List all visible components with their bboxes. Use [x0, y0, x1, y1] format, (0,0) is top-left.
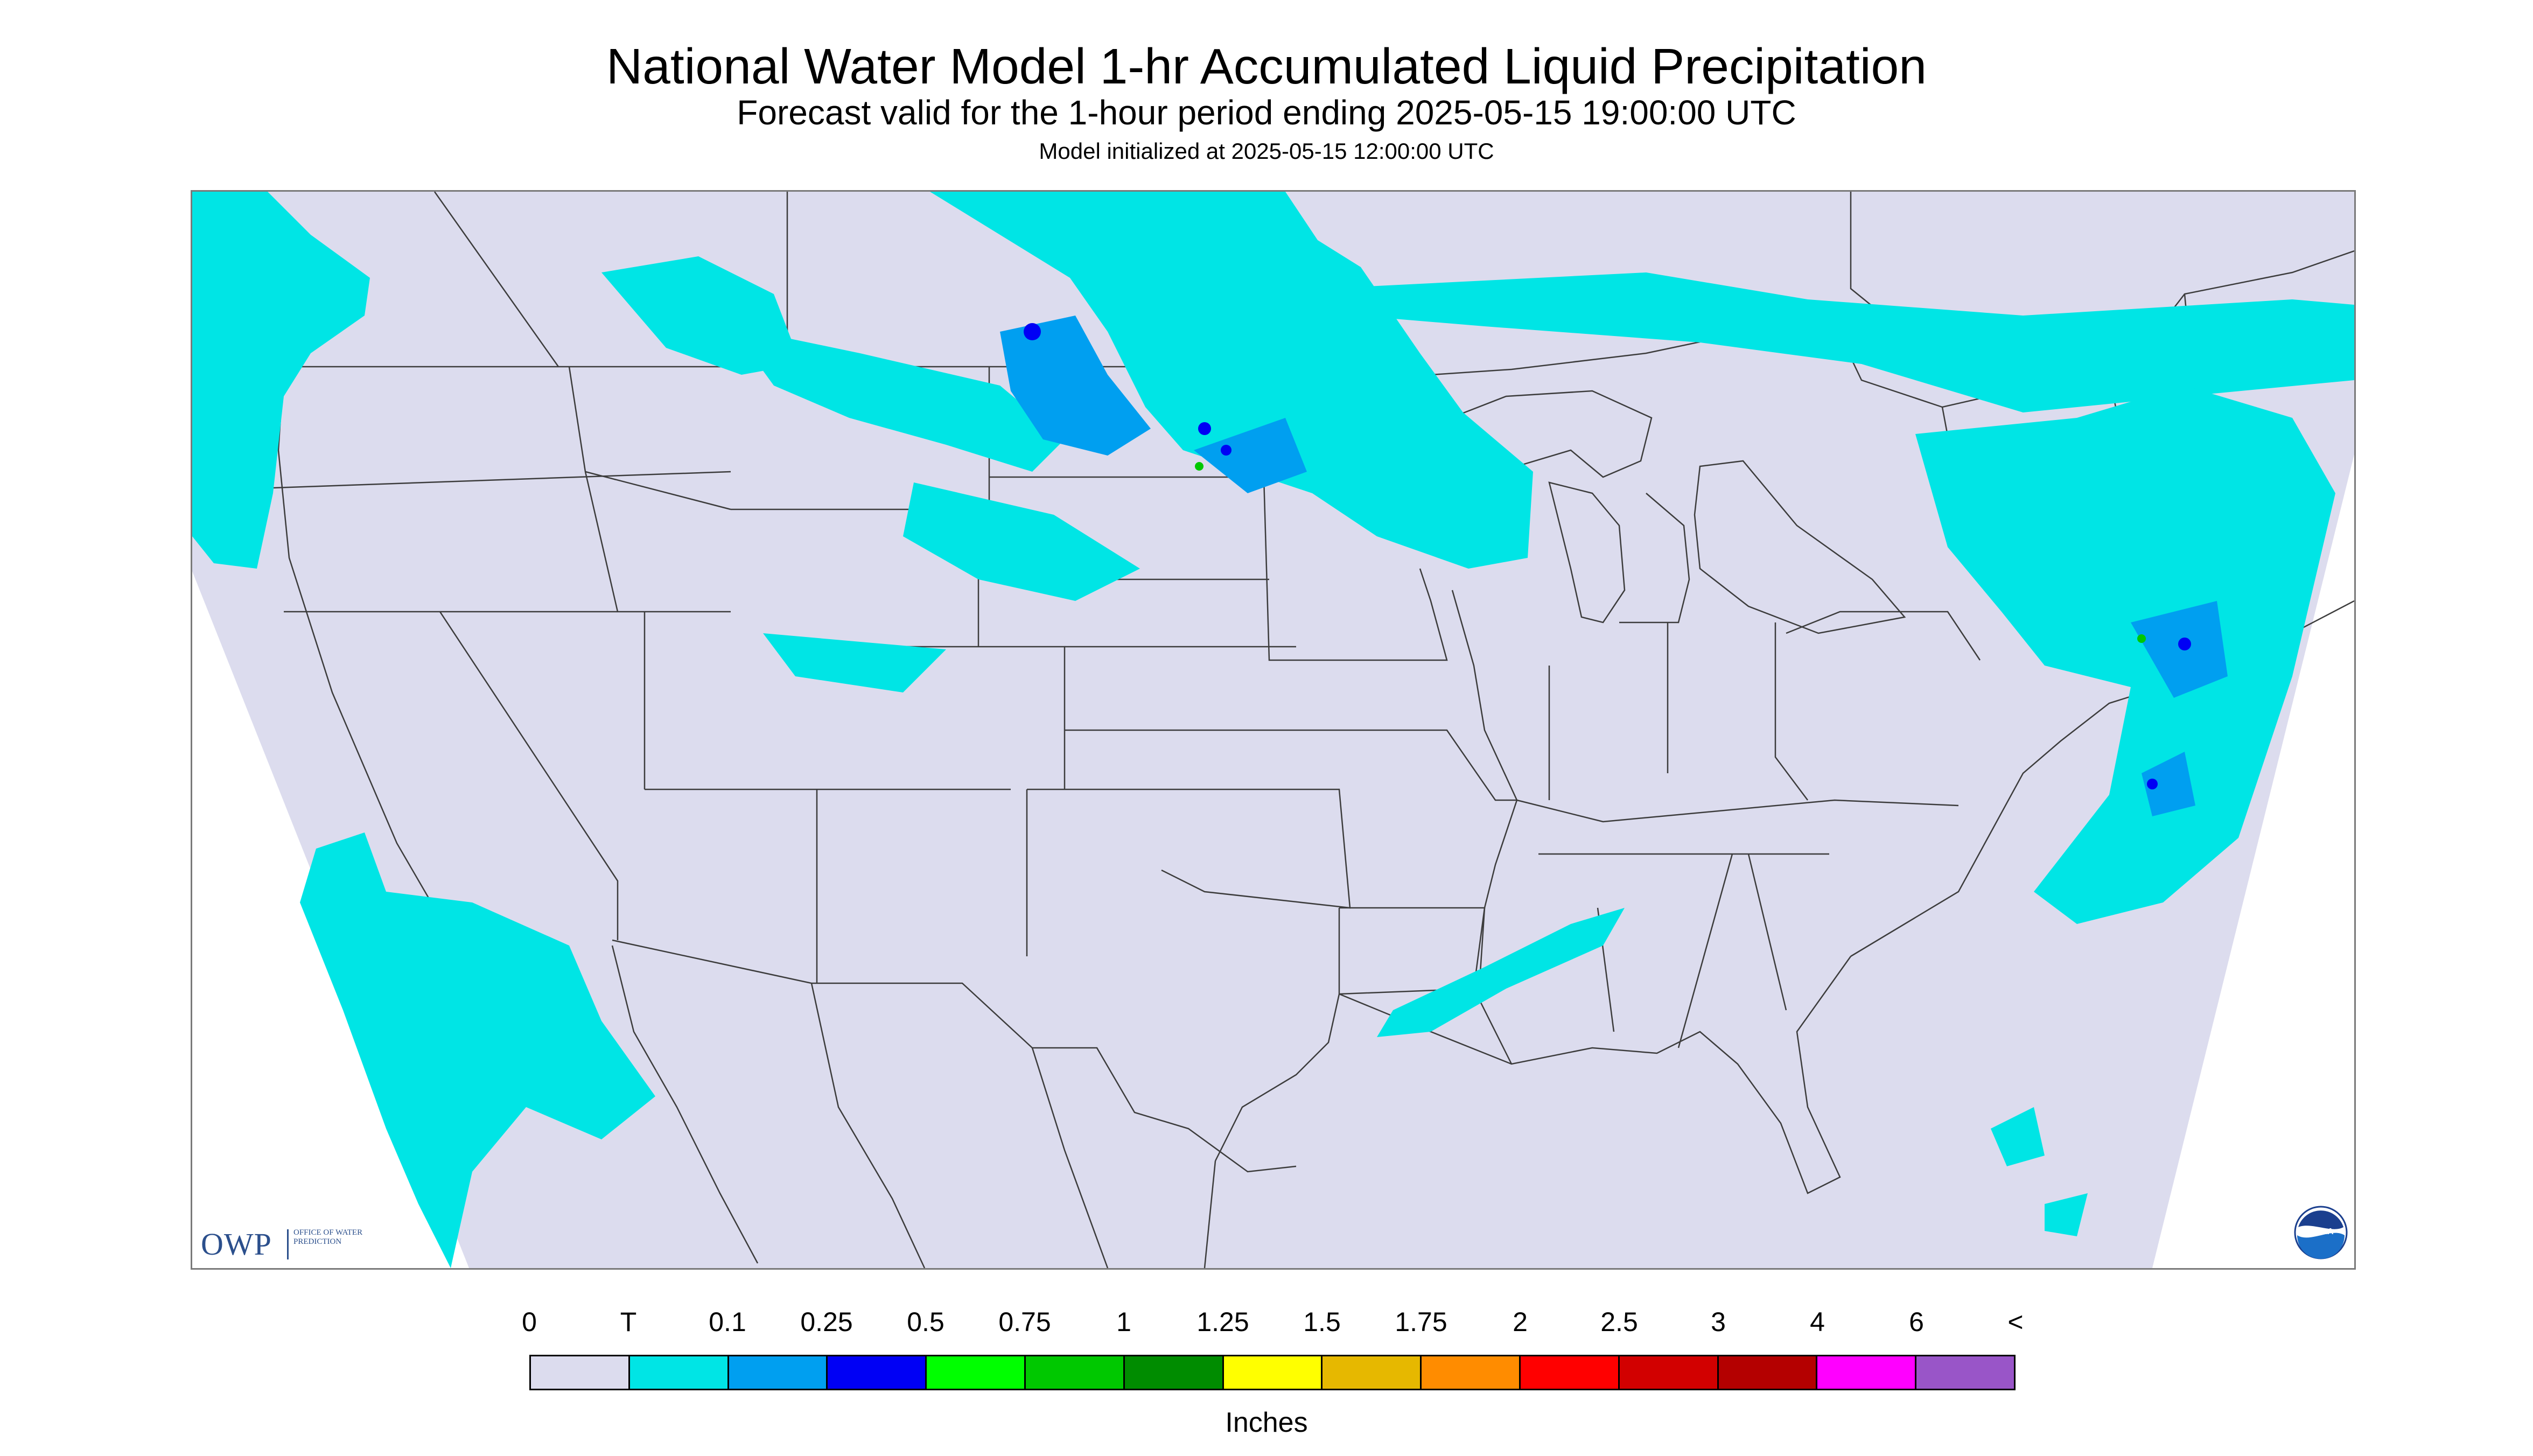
legend-tick-label: 1.25	[1196, 1307, 1249, 1337]
precipitation-legend: 0 T 0.1 0.25 0.5 0.75 1 1.25 1.5 1.75 2 2.5 3 4 6 < Inc…	[0, 1292, 2533, 1454]
legend-swatch	[1916, 1356, 2014, 1389]
minnesota-core	[1194, 418, 1307, 493]
peak-spot-mn	[1195, 462, 1203, 471]
legend-swatch	[629, 1356, 729, 1389]
oregon-line	[272, 471, 731, 489]
owp-logo-subtext: OFFICE OF WATER PREDICTION	[293, 1228, 363, 1246]
legend-swatch	[927, 1356, 1026, 1389]
minnesota-iowa	[1263, 477, 1448, 661]
legend-unit-label: Inches	[1225, 1407, 1308, 1438]
legend-tick-label: 0	[522, 1307, 537, 1337]
michigan-mitten	[1619, 493, 1690, 624]
model-init-line: Model initialized at 2025-05-15 12:00:00…	[1039, 138, 1494, 164]
legend-tick-label: T	[620, 1307, 637, 1337]
legend-tick-label: 1.5	[1303, 1307, 1341, 1337]
arkansas-louisiana	[1339, 907, 1486, 995]
legend-tick-label: 2	[1513, 1307, 1528, 1337]
noaa-logo-text: NOAA	[2308, 1227, 2334, 1236]
legend-swatch	[1124, 1356, 1224, 1389]
legend-tick-label: 0.75	[998, 1307, 1051, 1337]
legend-tick-label: 1.75	[1395, 1307, 1447, 1337]
canada-province-line-1	[433, 192, 559, 367]
owp-logo-divider	[287, 1229, 289, 1259]
legend-swatch	[1223, 1356, 1323, 1389]
heavy-spot-mn-1	[1198, 422, 1211, 435]
legend-color-bar	[529, 1355, 2016, 1390]
legend-swatch	[531, 1356, 630, 1389]
heavy-precip-spots	[1024, 323, 2191, 789]
chart-title: National Water Model 1-hr Accumulated Li…	[606, 38, 1927, 94]
legend-swatch	[1422, 1356, 1521, 1389]
canada-south-band	[1323, 272, 2354, 412]
pacific-northwest-band	[192, 192, 370, 569]
colorado-spots	[763, 633, 946, 692]
legend-tick-label: 0.25	[800, 1307, 853, 1337]
legend-tick-label: 1	[1116, 1307, 1131, 1337]
baja-coast	[611, 945, 759, 1264]
oklahoma-arkansas-band	[1377, 908, 1625, 1037]
legend-tick-label: 6	[1909, 1307, 1924, 1337]
heavy-spot-ne	[2178, 638, 2191, 650]
noaa-logo: NOAA	[2294, 1206, 2348, 1259]
legend-tick-label: 0.5	[907, 1307, 944, 1337]
legend-swatch	[729, 1356, 828, 1389]
mexico-interior	[810, 983, 1216, 1268]
california-nevada	[439, 611, 619, 940]
legend-tick-label: 0.1	[709, 1307, 746, 1337]
legend-swatch	[1619, 1356, 1719, 1389]
northern-plains-shield	[930, 192, 1533, 569]
oklahoma-outline	[1027, 788, 1351, 909]
moderate-precip-areas	[1000, 316, 2228, 816]
southwest-streaks	[300, 832, 655, 1268]
legend-swatch	[1520, 1356, 1620, 1389]
southeast-states	[1516, 799, 1959, 1048]
nebraska-kansas	[1065, 646, 1312, 731]
ohio-valley	[1548, 611, 1981, 801]
legend-swatch	[828, 1356, 927, 1389]
heavy-spot-nd	[1024, 323, 1041, 340]
gulf-cells	[1991, 1107, 2088, 1236]
map-canvas	[192, 192, 2354, 1268]
legend-swatch	[1025, 1356, 1125, 1389]
texas-east	[1214, 908, 1340, 1161]
us-mexico-border	[612, 939, 1297, 1173]
owp-logo-letters: OWP	[201, 1227, 272, 1262]
montana-south	[585, 471, 731, 510]
dakota-core	[1000, 316, 1151, 456]
precipitation-map: OWP OFFICE OF WATER PREDICTION NOAA	[191, 190, 2356, 1270]
heavy-spot-mn-2	[1221, 445, 1231, 456]
legend-swatch	[1817, 1356, 1917, 1389]
legend-tick-label: <	[2007, 1307, 2024, 1337]
peak-spot-ne	[2137, 634, 2146, 643]
rockies-streaks	[601, 256, 1140, 601]
peak-precip-spots	[1195, 462, 2146, 643]
lake-huron-erie	[1694, 460, 1906, 634]
legend-swatch	[1718, 1356, 1818, 1389]
east-coast-cluster	[1915, 386, 2335, 924]
gulf-coast	[1339, 956, 1852, 1194]
legend-tick-label: 3	[1711, 1307, 1726, 1337]
heavy-spot-atlantic	[2147, 779, 2158, 789]
legend-swatch	[1323, 1356, 1422, 1389]
trace-precip-areas	[192, 192, 2354, 1268]
forecast-valid-subtitle: Forecast valid for the 1-hour period end…	[737, 93, 1796, 132]
owp-logo: OWP OFFICE OF WATER PREDICTION	[201, 1224, 379, 1262]
legend-tick-label: 2.5	[1600, 1307, 1638, 1337]
legend-tick-label: 4	[1810, 1307, 1825, 1337]
missouri-outline	[1312, 729, 1517, 801]
northeast-core	[2131, 601, 2228, 816]
lake-michigan	[1548, 481, 1626, 624]
